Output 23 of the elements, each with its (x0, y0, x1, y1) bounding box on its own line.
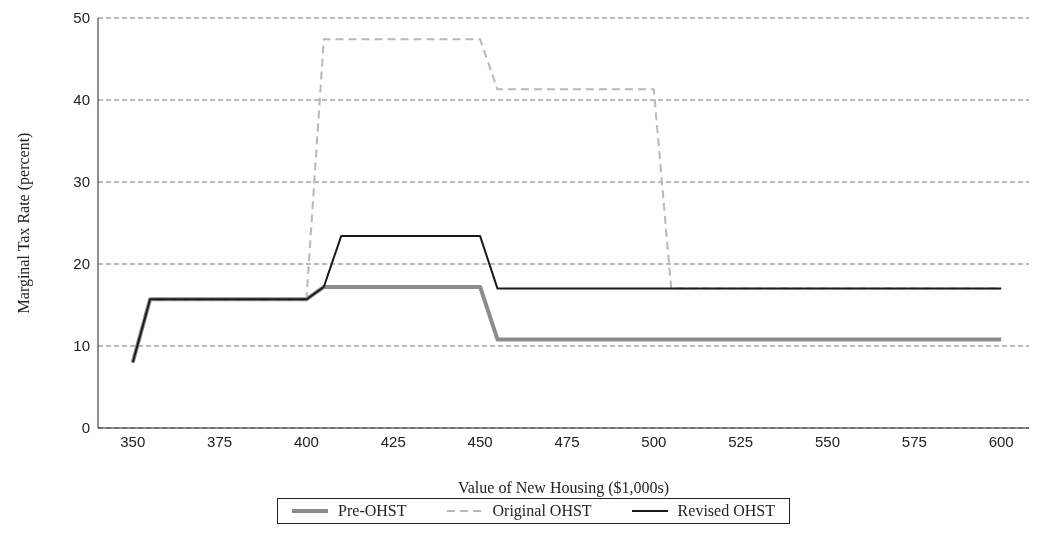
x-tick-label: 350 (120, 432, 146, 450)
y-axis-title: Marginal Tax Rate (percent) (14, 132, 33, 314)
legend-label: Pre-OHST (338, 502, 407, 520)
y-tick-label: 20 (73, 255, 90, 273)
y-tick-label: 40 (73, 91, 90, 109)
x-tick-label: 550 (815, 432, 841, 450)
x-tick-label: 600 (988, 432, 1014, 450)
x-tick-label: 575 (901, 432, 927, 450)
x-tick-label: 450 (467, 432, 493, 450)
y-tick-label: 50 (73, 9, 90, 27)
legend-label: Original OHST (492, 502, 592, 520)
line-series (131, 235, 1003, 364)
x-axis-title: Value of New Housing ($1,000s) (457, 479, 670, 497)
x-tick-label: 525 (728, 432, 754, 450)
y-tick-label: 0 (81, 419, 90, 437)
x-tick-label: 425 (380, 432, 406, 450)
legend-label: Revised OHST (677, 502, 775, 520)
x-tick-label: 375 (207, 432, 233, 450)
y-tick-label: 10 (73, 337, 90, 355)
x-tick-label: 475 (554, 432, 580, 450)
x-tick-label: 400 (293, 432, 319, 450)
y-tick-label: 30 (73, 173, 90, 191)
x-tick-label: 500 (641, 432, 667, 450)
